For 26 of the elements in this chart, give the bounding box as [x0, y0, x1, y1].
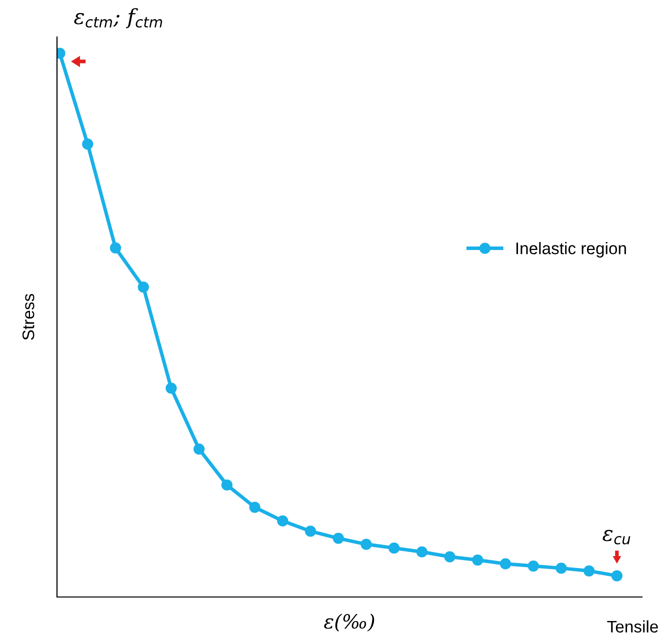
- x-axis-title: ε(‰): [324, 614, 374, 632]
- point: [194, 444, 205, 455]
- legend-label: Inelastic region: [516, 242, 626, 258]
- point: [249, 502, 260, 513]
- point: [360, 538, 372, 550]
- text: ε$_{ctm}$; f$_{ctm}$: [74, 8, 162, 28]
- point: [416, 546, 428, 558]
- point: [528, 560, 539, 572]
- point: [82, 138, 94, 150]
- point: [388, 542, 400, 554]
- annotation: ε$_{cu}$: [602, 530, 630, 544]
- point: [304, 526, 316, 537]
- y-axis-title: Stress: [22, 294, 34, 340]
- point: [138, 282, 149, 293]
- text: Tensile: [607, 620, 658, 633]
- point: [166, 382, 177, 394]
- point: [500, 558, 512, 570]
- point: [472, 554, 484, 566]
- point: [221, 479, 232, 491]
- point: [110, 242, 122, 254]
- point: [332, 532, 344, 544]
- point: [584, 565, 595, 576]
- point: [277, 515, 288, 526]
- point: [556, 562, 567, 574]
- point: [611, 570, 622, 582]
- point: [444, 551, 456, 562]
